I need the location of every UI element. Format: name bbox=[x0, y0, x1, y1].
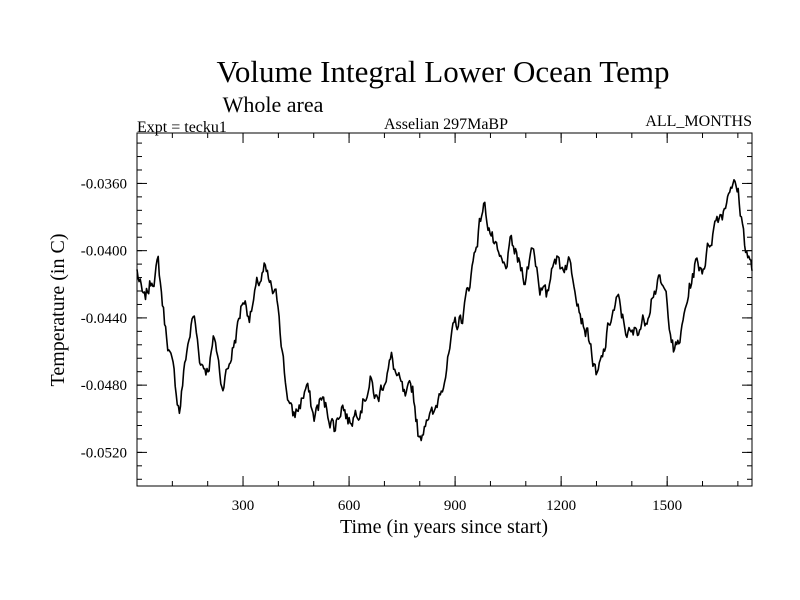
x-axis: 300 600 900 1200 1500 bbox=[171, 133, 739, 514]
y-axis: -0.0520 -0.0480 -0.0440 -0.0400 -0.0360 bbox=[81, 142, 752, 480]
y-tick-label: -0.0360 bbox=[81, 176, 127, 192]
y-tick-label: -0.0520 bbox=[81, 445, 127, 461]
plot-area: -0.0520 -0.0480 -0.0440 -0.0400 -0.0360 300 6… bbox=[81, 132, 753, 514]
x-axis-label: Time (in years since start) bbox=[340, 516, 548, 538]
y-tick-label: -0.0480 bbox=[81, 378, 127, 394]
y-tick-label: -0.0440 bbox=[81, 311, 127, 327]
x-tick-label: 1500 bbox=[652, 498, 682, 514]
x-tick-label: 600 bbox=[338, 498, 361, 514]
x-tick-label: 1200 bbox=[546, 498, 576, 514]
annotation-period: Asselian 297MaBP bbox=[384, 116, 508, 133]
y-axis-label: Temperature (in C) bbox=[47, 234, 69, 387]
plot-frame bbox=[136, 132, 753, 487]
y-tick-label: -0.0400 bbox=[81, 244, 127, 260]
x-tick-label: 300 bbox=[232, 498, 255, 514]
temperature-series-line bbox=[136, 179, 753, 442]
annotation-months: ALL_MONTHS bbox=[645, 113, 752, 130]
chart-title: Volume Integral Lower Ocean Temp bbox=[217, 54, 670, 89]
chart-subtitle: Whole area bbox=[223, 92, 324, 117]
annotation-expt: Expt = tecku1 bbox=[137, 119, 227, 136]
x-tick-label: 900 bbox=[444, 498, 467, 514]
